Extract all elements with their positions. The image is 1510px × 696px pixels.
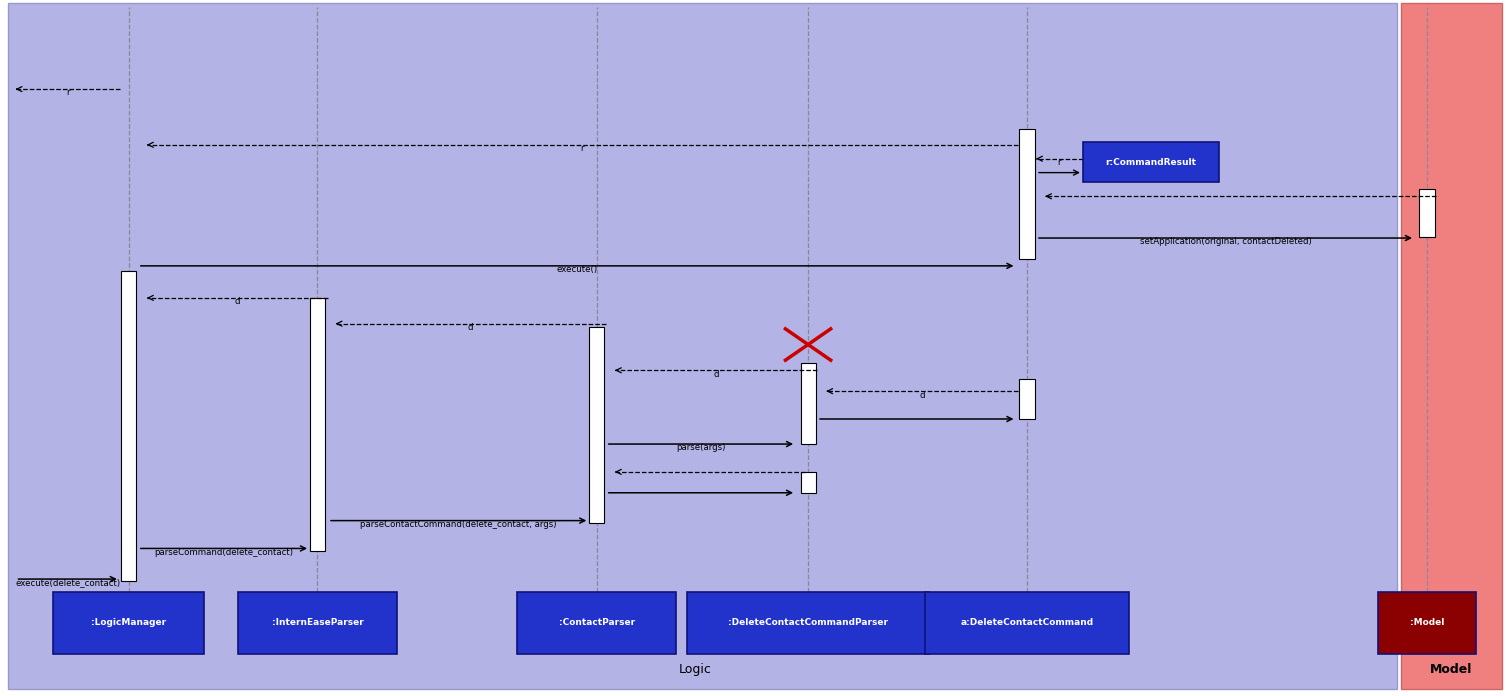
Bar: [1379, 592, 1477, 654]
Bar: [800, 363, 815, 444]
Bar: [1083, 142, 1219, 182]
Bar: [1019, 129, 1034, 259]
Text: :LogicManager: :LogicManager: [91, 619, 166, 627]
Text: execute(): execute(): [557, 265, 598, 274]
Bar: [926, 592, 1129, 654]
Text: execute(delete_contact): execute(delete_contact): [15, 578, 121, 587]
Bar: [310, 298, 325, 551]
Text: Logic: Logic: [678, 663, 711, 676]
Bar: [121, 271, 136, 581]
Bar: [1019, 379, 1034, 419]
Text: :ContactParser: :ContactParser: [559, 619, 634, 627]
Text: :DeleteContactCommandParser: :DeleteContactCommandParser: [728, 619, 888, 627]
Bar: [1401, 3, 1502, 689]
Text: Model: Model: [1430, 663, 1472, 676]
Text: :Model: :Model: [1410, 619, 1444, 627]
Text: d: d: [713, 370, 719, 379]
Text: parseCommand(delete_contact): parseCommand(delete_contact): [154, 548, 293, 557]
Text: setApplication(original, contactDeleted): setApplication(original, contactDeleted): [1140, 237, 1311, 246]
Text: :InternEaseParser: :InternEaseParser: [272, 619, 364, 627]
Text: d: d: [234, 297, 240, 306]
Bar: [589, 327, 604, 523]
Text: d: d: [920, 390, 924, 400]
Text: r: r: [581, 144, 584, 153]
Text: parse(args): parse(args): [676, 443, 726, 452]
Text: parseContactCommand(delete_contact, args): parseContactCommand(delete_contact, args…: [361, 520, 557, 529]
Bar: [239, 592, 397, 654]
Bar: [53, 592, 204, 654]
Text: r: r: [66, 88, 69, 97]
Text: r: r: [1057, 158, 1062, 167]
Bar: [800, 472, 815, 493]
Bar: [518, 592, 676, 654]
Bar: [687, 592, 929, 654]
Text: a:DeleteContactCommand: a:DeleteContactCommand: [960, 619, 1093, 627]
Text: d: d: [468, 323, 474, 332]
Bar: [1419, 189, 1434, 237]
Text: r:CommandResult: r:CommandResult: [1105, 158, 1196, 166]
